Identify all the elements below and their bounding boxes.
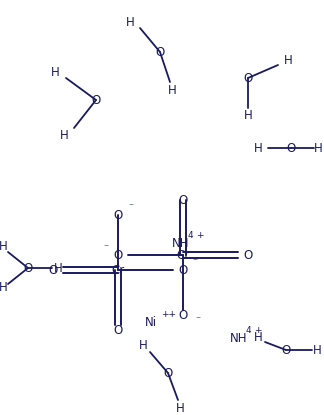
Text: O: O [281, 344, 291, 356]
Text: ⁻: ⁻ [195, 315, 201, 325]
Text: H: H [51, 66, 59, 78]
Text: 4: 4 [246, 325, 252, 334]
Text: Cr: Cr [111, 264, 125, 276]
Text: O: O [286, 142, 295, 154]
Text: NH: NH [172, 237, 190, 249]
Text: H: H [313, 344, 321, 356]
Text: H: H [168, 83, 176, 97]
Text: H: H [54, 261, 63, 274]
Text: H: H [176, 401, 184, 415]
Text: ⁻: ⁻ [103, 243, 109, 253]
Text: O: O [156, 46, 165, 59]
Text: H: H [254, 142, 262, 154]
Text: H: H [60, 129, 68, 142]
Text: H: H [244, 108, 252, 122]
Text: O: O [23, 261, 33, 274]
Text: O: O [163, 366, 173, 379]
Text: H: H [0, 281, 7, 293]
Text: H: H [254, 330, 262, 344]
Text: H: H [139, 339, 147, 352]
Text: O: O [48, 264, 58, 276]
Text: +: + [254, 325, 261, 334]
Text: ++: ++ [161, 310, 176, 318]
Text: O: O [113, 249, 122, 261]
Text: H: H [284, 54, 292, 66]
Text: +: + [196, 230, 203, 239]
Text: NH: NH [230, 332, 248, 344]
Text: O: O [243, 249, 253, 261]
Text: 4: 4 [188, 230, 194, 239]
Text: ⁻: ⁻ [128, 202, 133, 212]
Text: H: H [0, 239, 7, 252]
Text: Ni: Ni [145, 315, 157, 329]
Text: ⁻: ⁻ [192, 257, 198, 267]
Text: Cr: Cr [176, 249, 190, 261]
Text: O: O [113, 324, 122, 337]
Text: O: O [179, 308, 188, 322]
Text: H: H [314, 142, 322, 154]
Text: O: O [113, 208, 122, 222]
Text: O: O [179, 264, 188, 276]
Text: H: H [126, 15, 134, 29]
Text: O: O [179, 193, 188, 207]
Text: O: O [243, 71, 253, 85]
Text: O: O [91, 93, 101, 107]
